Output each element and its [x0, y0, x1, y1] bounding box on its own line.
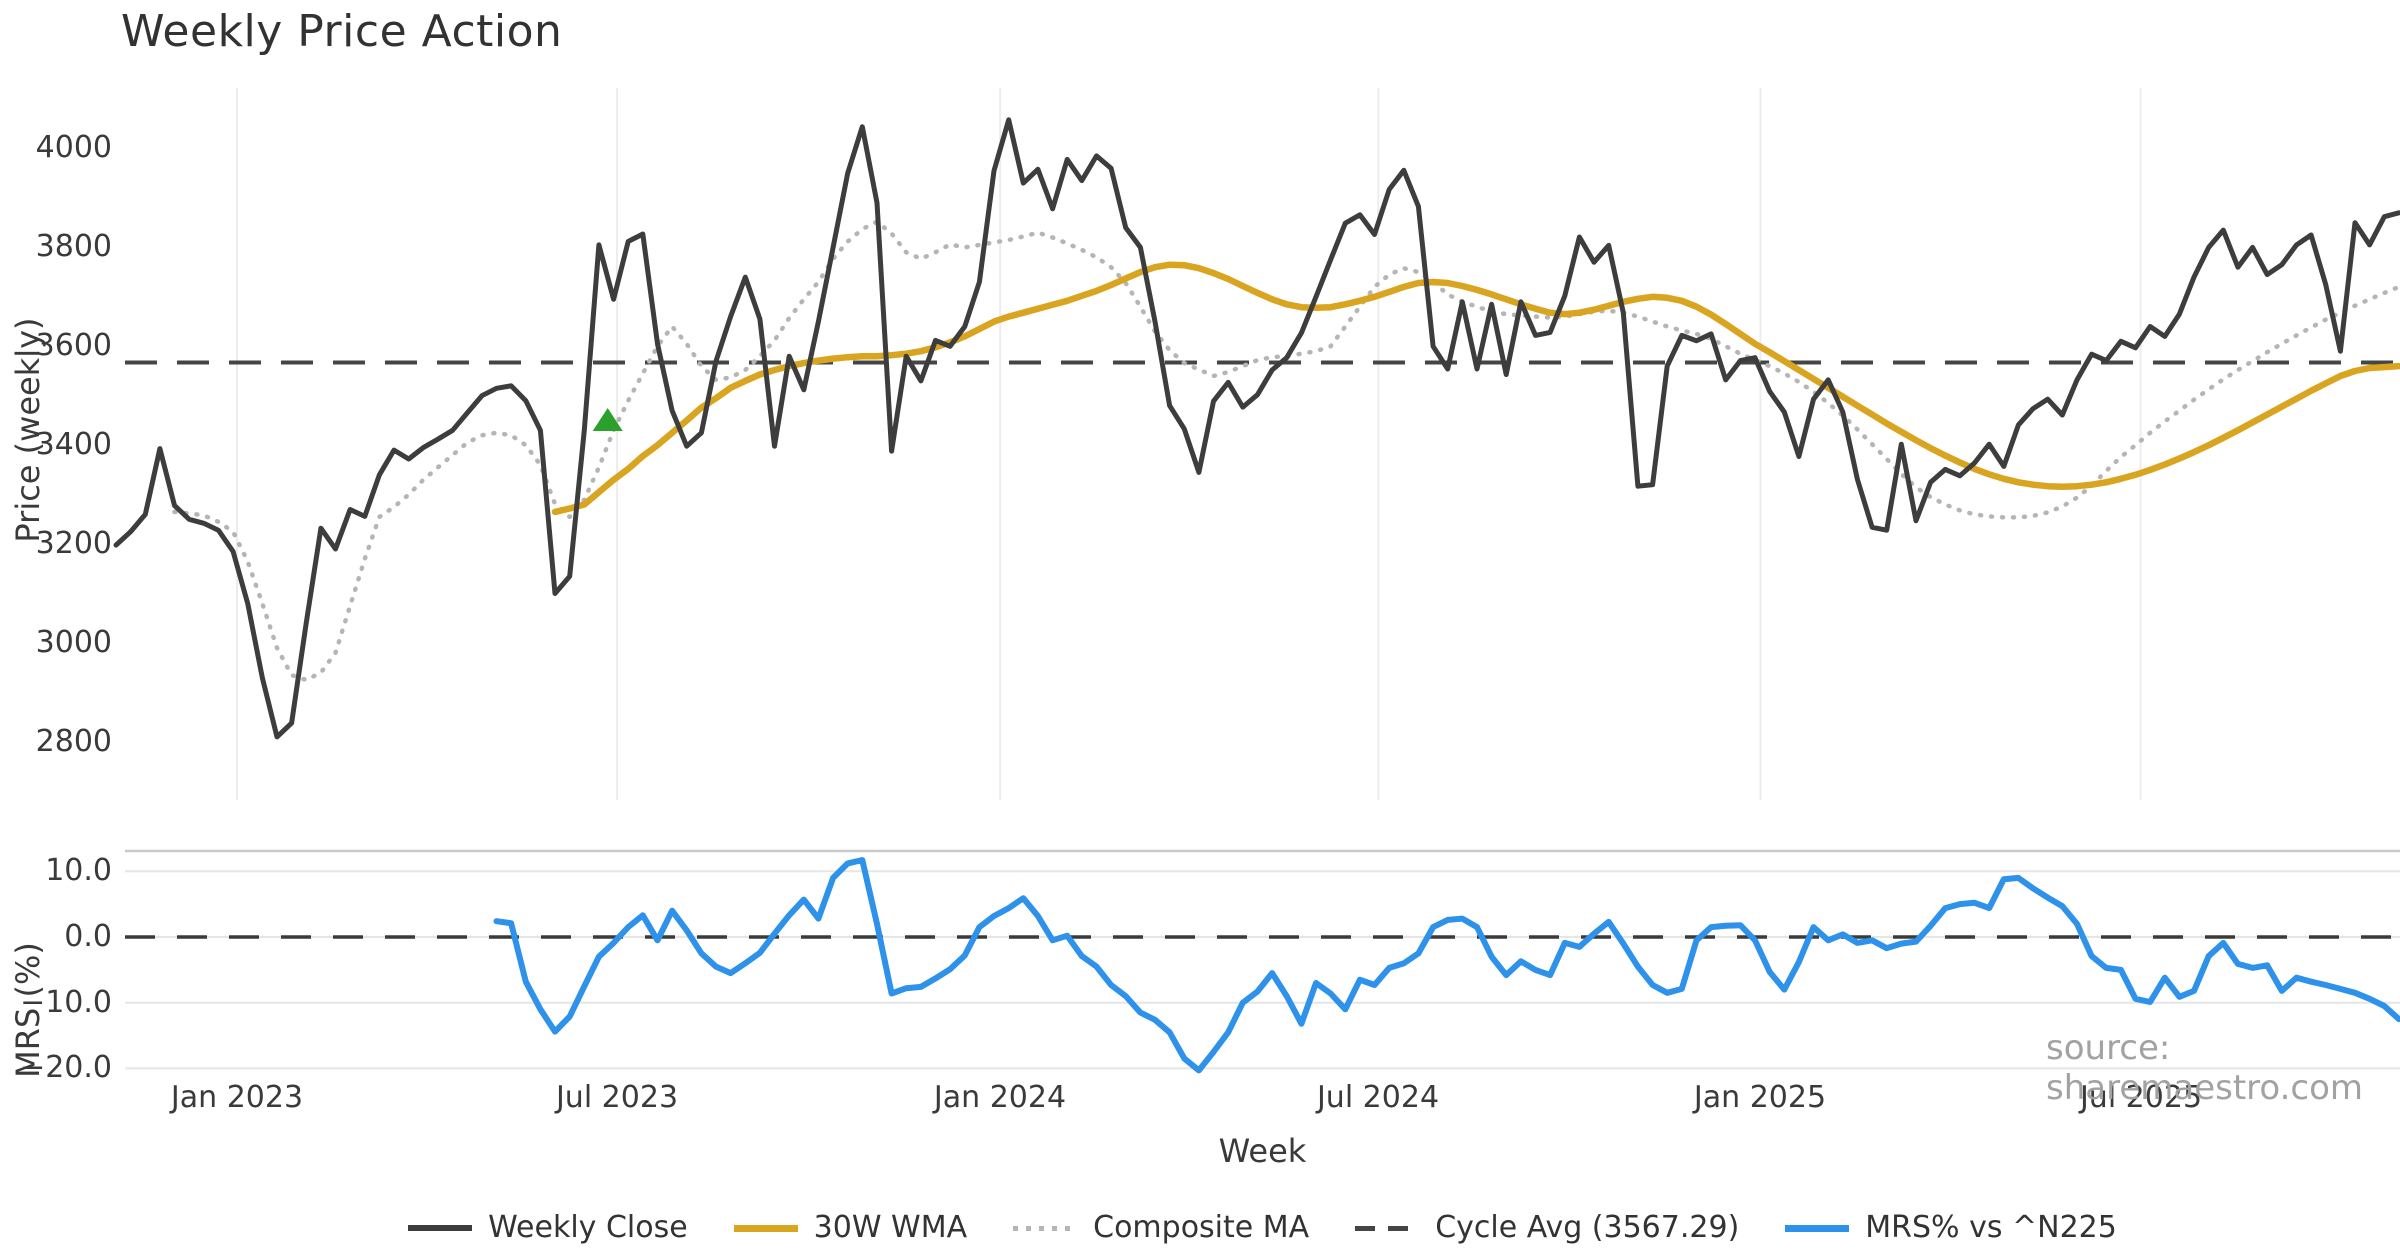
- x-axis-label: Week: [1218, 1132, 1307, 1170]
- mrs-line: [493, 857, 2400, 1074]
- mrs-tick-10: 10.0: [45, 853, 112, 888]
- weekly-close-line-swatch: [408, 1225, 473, 1231]
- composite-ma-line-swatch: [1013, 1225, 1078, 1231]
- price-tick-4000: 4000: [35, 130, 112, 165]
- legend-item-cycle-avg: Cycle Avg (3567.29): [1355, 1204, 1739, 1252]
- x-tick-jan-2024: Jan 2024: [933, 1080, 1067, 1115]
- x-tick-jul-2023: Jul 2023: [555, 1080, 679, 1115]
- price-tick-3000: 3000: [35, 625, 112, 660]
- price-tick-3400: 3400: [35, 427, 112, 462]
- chart-legend: Weekly Close 30W WMA Composite MA Cycle …: [125, 1204, 2400, 1252]
- x-tick-jan-2025: Jan 2025: [1693, 1080, 1827, 1115]
- source-note: source: sharemaestro.com: [2046, 1028, 2364, 1108]
- legend-label-wma: 30W WMA: [813, 1210, 968, 1245]
- x-tick-jan-2023: Jan 2023: [170, 1080, 304, 1115]
- composite-ma-line: [172, 219, 2400, 683]
- chart-title: Weekly Price Action: [121, 6, 563, 57]
- mrs-tick-n10: −10.0: [20, 985, 112, 1020]
- price-tick-3800: 3800: [35, 229, 112, 264]
- price-tick-3200: 3200: [35, 526, 112, 561]
- mrs-line-swatch: [1785, 1224, 1850, 1232]
- x-tick-jul-2024: Jul 2024: [1316, 1080, 1440, 1115]
- price-tick-3600: 3600: [35, 328, 112, 363]
- legend-label-weekly-close: Weekly Close: [488, 1210, 688, 1245]
- legend-item-weekly-close: Weekly Close: [408, 1204, 688, 1252]
- wma-30w-line: [551, 261, 2400, 516]
- weekly-close-line: [113, 117, 2400, 740]
- legend-label-mrs: MRS% vs ^N225: [1865, 1210, 2117, 1245]
- mrs-tick-n20: −20.0: [20, 1050, 112, 1085]
- legend-label-cycle-avg: Cycle Avg (3567.29): [1435, 1210, 1740, 1245]
- buy-signal-triangle-marker: [592, 407, 623, 431]
- x-tick-jul-2025: Jul 2025: [2079, 1080, 2203, 1115]
- legend-item-composite: Composite MA: [1013, 1204, 1309, 1252]
- legend-item-wma: 30W WMA: [733, 1204, 968, 1252]
- legend-label-composite: Composite MA: [1093, 1210, 1310, 1245]
- cycle-avg-line-swatch: [1355, 1225, 1420, 1231]
- mrs-tick-0: 0.0: [64, 919, 112, 954]
- wma-line-swatch: [733, 1224, 798, 1232]
- price-tick-2800: 2800: [35, 724, 112, 759]
- legend-item-mrs: MRS% vs ^N225: [1785, 1204, 2117, 1252]
